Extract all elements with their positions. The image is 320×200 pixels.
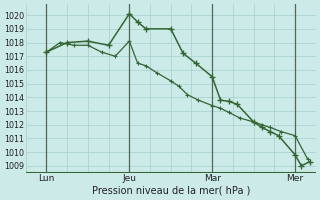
X-axis label: Pression niveau de la mer( hPa ): Pression niveau de la mer( hPa ) bbox=[92, 186, 250, 196]
